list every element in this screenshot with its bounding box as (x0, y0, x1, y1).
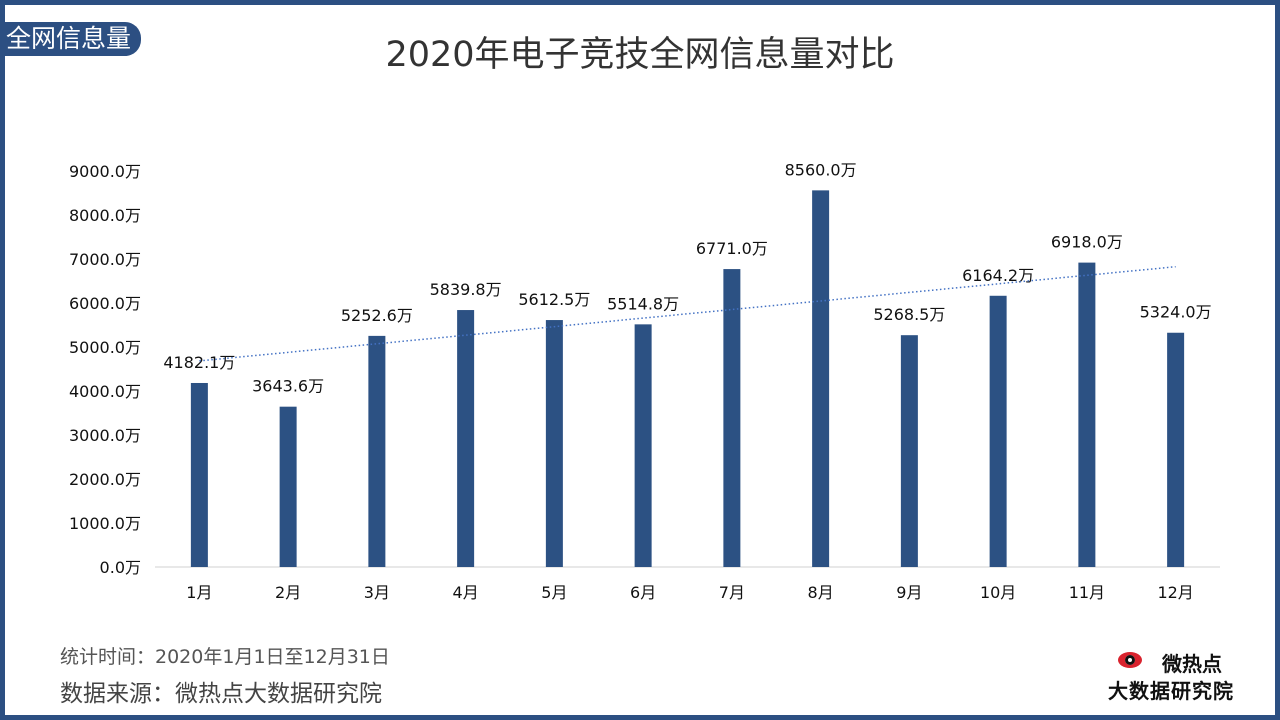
y-tick-label: 7000.0万 (69, 250, 141, 269)
data-label: 5324.0万 (1140, 303, 1212, 322)
trendline (199, 265, 1176, 362)
x-tick-label: 1月 (186, 583, 212, 602)
x-tick-label: 3月 (364, 583, 390, 602)
bar (545, 320, 563, 567)
data-source: 数据来源：微热点大数据研究院 (60, 681, 382, 707)
x-tick-label: 11月 (1069, 583, 1105, 602)
logo-eye-icon (1118, 652, 1142, 668)
data-label: 5514.8万 (607, 294, 679, 313)
data-label: 5252.6万 (341, 306, 413, 325)
bar (279, 406, 297, 567)
chart-title: 2020年电子竞技全网信息量对比 (385, 35, 895, 75)
bar (900, 335, 918, 567)
y-tick-label: 0.0万 (100, 558, 141, 577)
data-label: 6164.2万 (962, 266, 1034, 285)
y-tick-label: 4000.0万 (69, 382, 141, 401)
x-tick-label: 9月 (896, 583, 922, 602)
bar (1078, 262, 1096, 567)
y-tick-label: 2000.0万 (69, 470, 141, 489)
x-tick-label: 5月 (541, 583, 567, 602)
x-tick-label: 8月 (808, 583, 834, 602)
y-tick-label: 9000.0万 (69, 162, 141, 181)
y-tick-label: 8000.0万 (69, 206, 141, 225)
logo-subtitle: 大数据研究院 (1108, 679, 1234, 703)
data-label: 5268.5万 (873, 305, 945, 324)
x-tick-label: 6月 (630, 583, 656, 602)
data-label: 6918.0万 (1051, 233, 1123, 252)
logo-name: 微热点 (1162, 652, 1222, 676)
bar (457, 310, 475, 567)
bar (723, 269, 741, 567)
bar (989, 295, 1007, 567)
data-label: 5839.8万 (430, 280, 502, 299)
x-tick-label: 4月 (453, 583, 479, 602)
x-tick-label: 2月 (275, 583, 301, 602)
y-tick-label: 1000.0万 (69, 514, 141, 533)
data-label: 8560.0万 (785, 160, 857, 179)
section-tag: 全网信息量 (0, 22, 142, 56)
data-label: 3643.6万 (252, 377, 324, 396)
y-tick-label: 5000.0万 (69, 338, 141, 357)
data-label: 6771.0万 (696, 239, 768, 258)
bar (634, 324, 652, 567)
x-tick-label: 10月 (980, 583, 1016, 602)
bar (812, 190, 830, 568)
bar (1167, 332, 1185, 567)
x-tick-label: 12月 (1157, 583, 1193, 602)
statistics-period: 统计时间：2020年1月1日至12月31日 (60, 646, 390, 668)
y-tick-label: 6000.0万 (69, 294, 141, 313)
weiredian-logo: 微热点 大数据研究院 (1094, 648, 1234, 703)
x-tick-label: 7月 (719, 583, 745, 602)
y-tick-label: 3000.0万 (69, 426, 141, 445)
bar (368, 335, 386, 567)
bar (190, 382, 208, 567)
data-label: 5612.5万 (518, 290, 590, 309)
data-label: 4182.1万 (163, 353, 235, 372)
